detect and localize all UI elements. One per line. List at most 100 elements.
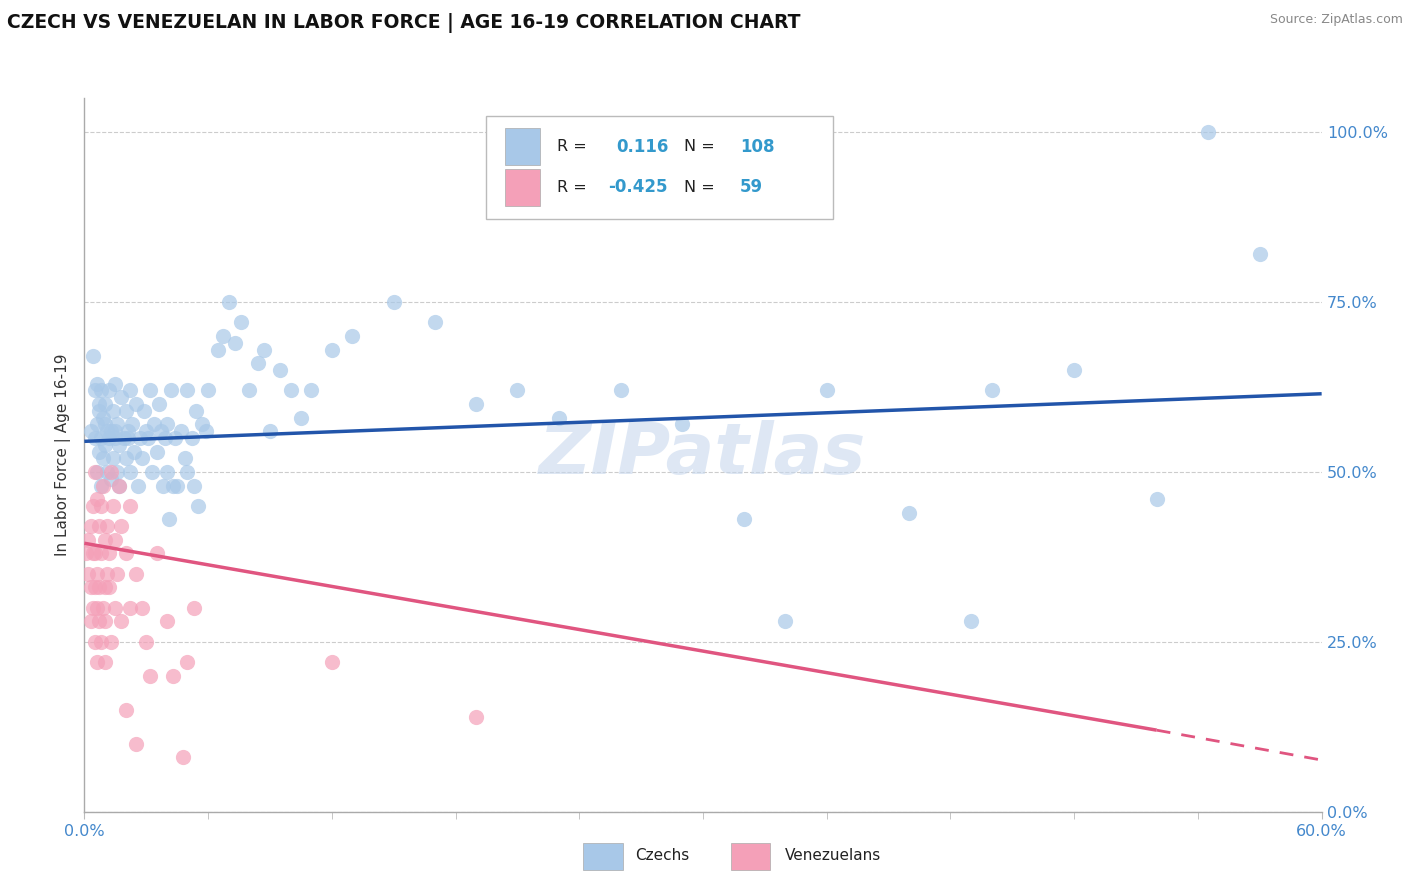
Point xyxy=(83,465,105,479)
Point xyxy=(129,431,152,445)
Point xyxy=(79,615,101,629)
Point xyxy=(269,363,291,377)
Text: 108: 108 xyxy=(740,137,775,155)
Point xyxy=(156,615,179,629)
Point xyxy=(280,384,302,398)
Point xyxy=(207,343,229,357)
Point xyxy=(104,533,127,547)
Point xyxy=(100,424,122,438)
Point xyxy=(87,615,110,629)
Point xyxy=(86,600,108,615)
Point xyxy=(114,546,136,560)
Point xyxy=(75,546,97,560)
Point xyxy=(79,581,101,595)
Point xyxy=(94,533,117,547)
Point xyxy=(96,519,118,533)
Text: R =: R = xyxy=(557,180,586,194)
Point xyxy=(980,384,1002,398)
Point xyxy=(94,438,117,452)
Text: 0.116: 0.116 xyxy=(616,137,669,155)
Point xyxy=(114,703,136,717)
Point xyxy=(98,546,121,560)
Point xyxy=(172,750,194,764)
Point xyxy=(290,410,312,425)
Point xyxy=(96,566,118,581)
Point xyxy=(82,600,104,615)
Point xyxy=(1063,363,1085,377)
Point xyxy=(238,384,260,398)
Point xyxy=(94,397,117,411)
Point xyxy=(174,451,197,466)
Point xyxy=(775,615,797,629)
Point xyxy=(299,384,322,398)
Point xyxy=(105,465,128,479)
Point xyxy=(86,492,108,507)
Point xyxy=(165,431,187,445)
Point xyxy=(94,655,117,669)
Point xyxy=(195,424,218,438)
Point xyxy=(176,384,198,398)
Point xyxy=(141,465,163,479)
Point xyxy=(108,478,131,492)
Point xyxy=(1249,247,1271,261)
Point xyxy=(104,431,127,445)
Text: Czechs: Czechs xyxy=(636,848,690,863)
Point xyxy=(187,499,209,513)
Point xyxy=(118,600,141,615)
Point xyxy=(79,519,101,533)
Point xyxy=(118,465,141,479)
Point xyxy=(131,451,153,466)
Point xyxy=(253,343,276,357)
Point xyxy=(96,424,118,438)
Point xyxy=(143,417,166,432)
Text: Source: ZipAtlas.com: Source: ZipAtlas.com xyxy=(1270,13,1403,27)
FancyBboxPatch shape xyxy=(486,116,832,219)
Text: N =: N = xyxy=(685,139,716,154)
Point xyxy=(259,424,281,438)
Point xyxy=(90,478,112,492)
Point xyxy=(134,403,156,417)
Text: ZIPatlas: ZIPatlas xyxy=(540,420,866,490)
Point xyxy=(157,512,180,526)
Point xyxy=(104,600,127,615)
Point xyxy=(86,465,108,479)
Point xyxy=(131,600,153,615)
Point xyxy=(83,546,105,560)
Point xyxy=(127,478,149,492)
Point xyxy=(110,615,132,629)
Point xyxy=(98,384,121,398)
Text: CZECH VS VENEZUELAN IN LABOR FORCE | AGE 16-19 CORRELATION CHART: CZECH VS VENEZUELAN IN LABOR FORCE | AGE… xyxy=(7,13,800,33)
Point xyxy=(91,478,114,492)
Point xyxy=(733,512,755,526)
Point xyxy=(139,669,162,683)
Bar xyxy=(583,843,623,870)
Point xyxy=(82,546,104,560)
Point xyxy=(191,417,214,432)
Point xyxy=(218,295,240,310)
Point xyxy=(547,410,569,425)
Point xyxy=(83,384,105,398)
Point xyxy=(321,655,343,669)
Point xyxy=(135,424,157,438)
Point xyxy=(125,566,148,581)
Point xyxy=(105,417,128,432)
Point xyxy=(162,478,184,492)
Point xyxy=(91,451,114,466)
Point xyxy=(110,390,132,404)
Point xyxy=(100,472,122,486)
Point xyxy=(160,384,183,398)
Point xyxy=(110,519,132,533)
Point xyxy=(671,417,693,432)
Point xyxy=(176,465,198,479)
Point xyxy=(77,533,100,547)
Point xyxy=(100,465,122,479)
Point xyxy=(91,600,114,615)
Point xyxy=(465,397,488,411)
Point xyxy=(152,478,174,492)
Point xyxy=(90,431,112,445)
Bar xyxy=(505,169,540,206)
Point xyxy=(176,655,198,669)
Text: N =: N = xyxy=(685,180,716,194)
Point xyxy=(114,451,136,466)
Point xyxy=(183,600,205,615)
